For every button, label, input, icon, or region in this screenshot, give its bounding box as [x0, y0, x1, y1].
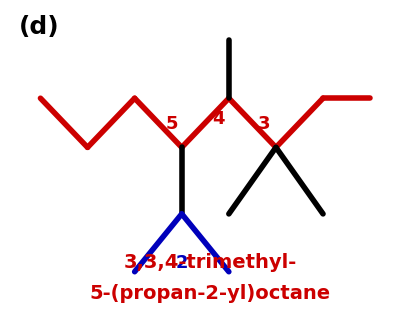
Text: 3,3,4-trimethyl-: 3,3,4-trimethyl-: [123, 253, 297, 272]
Text: 5-(propan-2-yl)octane: 5-(propan-2-yl)octane: [89, 284, 331, 303]
Text: (d): (d): [19, 15, 60, 39]
Text: 3: 3: [258, 115, 270, 133]
Text: 5: 5: [165, 115, 178, 133]
Text: 4: 4: [213, 110, 225, 128]
Text: 2: 2: [176, 255, 188, 272]
